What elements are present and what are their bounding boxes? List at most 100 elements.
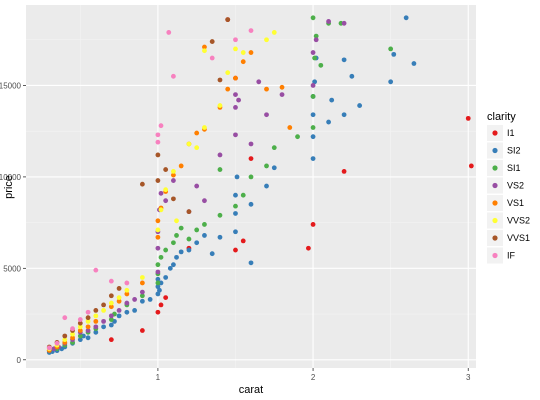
point-si2	[403, 15, 409, 21]
point-vs2	[236, 97, 241, 103]
point-si2	[155, 291, 161, 297]
point-si2	[202, 233, 207, 238]
point-vs1	[77, 328, 83, 333]
point-vs2	[101, 318, 106, 324]
point-vs1	[139, 280, 145, 286]
point-vvs2	[202, 125, 207, 130]
point-i1	[139, 328, 145, 333]
point-vvs2	[62, 337, 68, 343]
point-vvs1	[93, 308, 99, 313]
x-axis: 1 2 3	[156, 368, 471, 382]
point-vvs2	[124, 287, 130, 293]
point-vs1	[155, 234, 161, 240]
point-vvs1	[155, 178, 161, 183]
point-if	[108, 278, 114, 284]
point-if	[158, 123, 164, 129]
point-vvs2	[171, 169, 176, 174]
point-vs2	[279, 92, 285, 98]
point-vs2	[233, 105, 238, 110]
point-i1	[341, 169, 347, 174]
point-vvs1	[225, 17, 231, 23]
point-vs2	[264, 112, 269, 118]
point-if	[155, 139, 161, 145]
point-si1	[155, 280, 161, 286]
point-vs2	[171, 178, 176, 183]
legend-swatch	[492, 217, 498, 224]
point-vs2	[132, 297, 138, 302]
point-si2	[77, 337, 83, 343]
point-vvs1	[217, 77, 223, 83]
point-si1	[174, 233, 179, 238]
point-vs1	[194, 130, 200, 136]
legend-label: IF	[507, 251, 516, 261]
point-si2	[93, 329, 99, 335]
point-vs1	[264, 86, 269, 92]
point-vs1	[116, 298, 122, 304]
point-vs2	[139, 289, 145, 295]
point-si2	[116, 313, 122, 319]
point-vs2	[217, 152, 223, 158]
point-si1	[194, 227, 200, 233]
point-vs2	[310, 83, 316, 88]
point-if	[171, 73, 176, 79]
legend-swatch	[492, 130, 498, 136]
point-vs2	[248, 141, 254, 147]
point-si2	[157, 287, 162, 293]
point-vs2	[155, 269, 161, 275]
point-vs2	[124, 300, 130, 306]
point-si2	[341, 112, 347, 118]
point-si1	[240, 192, 246, 198]
point-vs2	[341, 20, 347, 26]
point-vvs1	[62, 333, 68, 339]
point-vvs2	[163, 187, 169, 193]
x-tick-label: 1	[156, 373, 161, 382]
point-if	[77, 317, 83, 322]
point-vs2	[155, 245, 161, 251]
point-vs1	[85, 324, 91, 330]
point-vvs2	[116, 295, 122, 300]
point-si2	[391, 51, 397, 57]
point-i1	[108, 337, 114, 343]
plot-panel	[26, 5, 476, 368]
point-vvs1	[186, 209, 192, 215]
point-vs1	[171, 172, 176, 178]
point-i1	[468, 163, 474, 169]
point-vvs2	[70, 331, 75, 337]
point-si2	[326, 119, 331, 125]
point-vs2	[233, 92, 238, 98]
point-si2	[357, 103, 363, 108]
point-vs1	[155, 218, 161, 224]
point-i1	[155, 309, 161, 315]
point-vvs1	[77, 320, 83, 326]
point-vs1	[240, 59, 246, 65]
point-if	[93, 267, 99, 273]
point-if	[209, 55, 215, 61]
point-vvs2	[225, 70, 231, 76]
legend-label: VS1	[507, 198, 524, 208]
point-vvs2	[194, 145, 200, 151]
point-vs2	[158, 190, 164, 196]
legend-swatch	[492, 147, 498, 154]
point-vs1	[93, 318, 99, 324]
point-si1	[163, 247, 169, 253]
point-vs1	[124, 291, 130, 297]
legend-label: VVS2	[507, 216, 530, 226]
point-vs1	[178, 163, 184, 169]
point-si1	[77, 333, 83, 339]
point-vvs1	[139, 181, 145, 187]
point-vs2	[108, 313, 114, 319]
x-tick-label: 3	[466, 373, 471, 382]
y-tick-label: 10000	[0, 173, 22, 182]
point-si2	[186, 247, 192, 253]
point-si2	[411, 61, 417, 66]
point-si1	[108, 317, 114, 322]
legend-label: SI2	[507, 146, 521, 156]
point-vs2	[116, 308, 122, 313]
point-if	[62, 315, 68, 321]
point-si1	[139, 293, 145, 299]
point-vvs2	[85, 318, 91, 324]
point-vs2	[93, 324, 99, 330]
point-vs2	[326, 19, 331, 24]
point-si1	[171, 240, 176, 246]
